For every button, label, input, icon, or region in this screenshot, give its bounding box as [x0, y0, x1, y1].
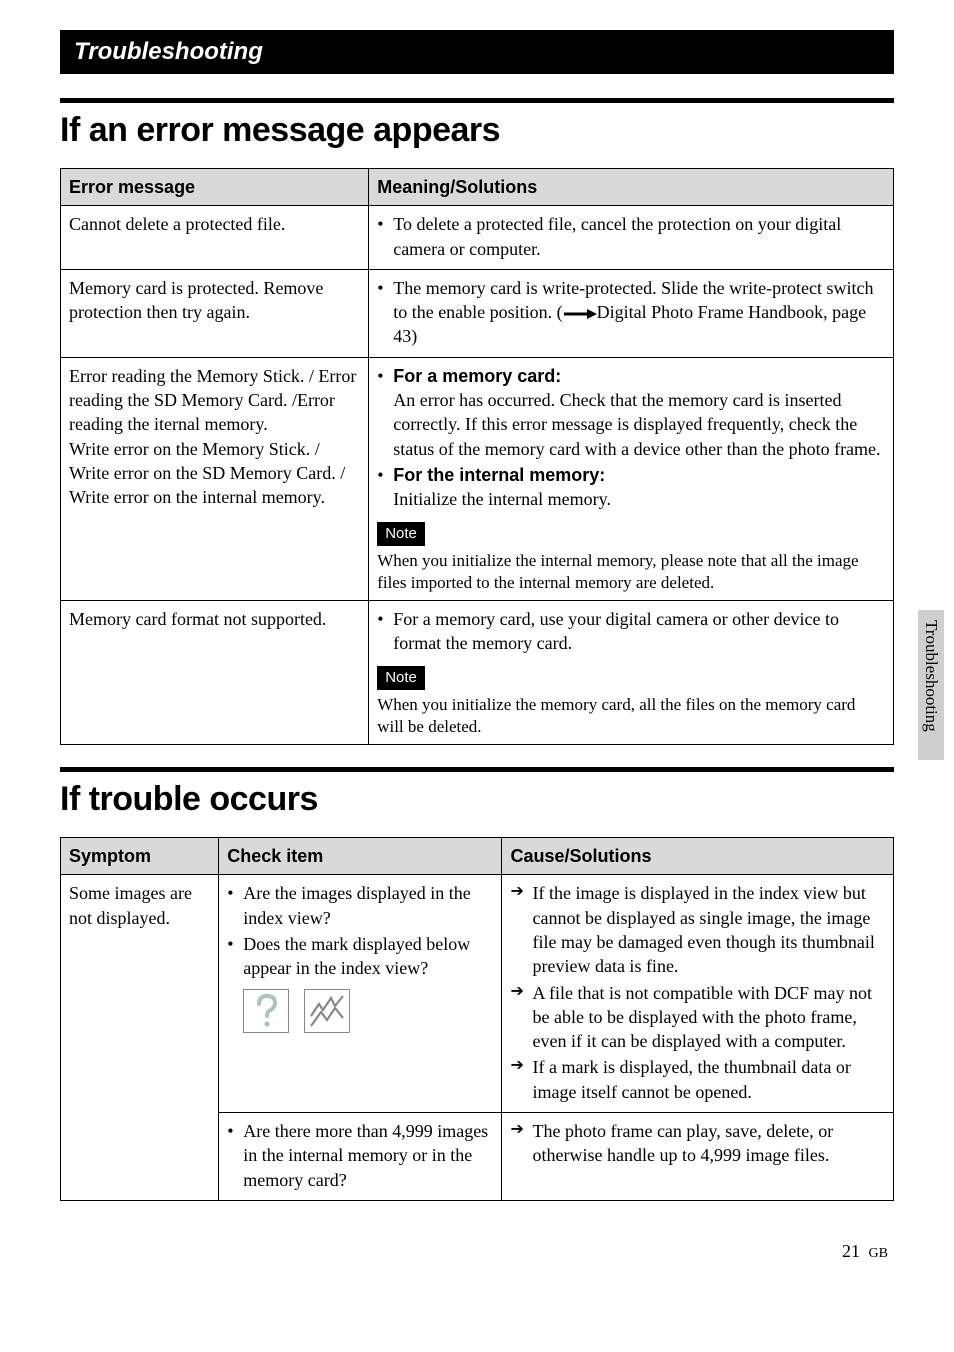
- solution-text: Initialize the internal memory.: [393, 489, 611, 509]
- error-message-cell: Error reading the Memory Stick. / Error …: [61, 357, 369, 600]
- table-row: Memory card is protected. Remove protect…: [61, 269, 894, 357]
- table-row: Memory card format not supported. For a …: [61, 601, 894, 745]
- chapter-header: Troubleshooting: [60, 30, 894, 74]
- solution-item: For the internal memory: Initialize the …: [377, 463, 885, 512]
- question-mark-icon: [243, 989, 289, 1033]
- table-row: Error reading the Memory Stick. / Error …: [61, 357, 894, 600]
- check-cell: Are there more than 4,999 images in the …: [219, 1113, 502, 1201]
- check-item: Are there more than 4,999 images in the …: [227, 1119, 493, 1192]
- section-divider: [60, 767, 894, 772]
- section-title-trouble: If trouble occurs: [60, 780, 894, 819]
- note-label: Note: [377, 666, 425, 690]
- solution-cell: For a memory card, use your digital came…: [369, 601, 894, 745]
- check-cell: Are the images displayed in the index vi…: [219, 875, 502, 1113]
- cause-item: A file that is not compatible with DCF m…: [510, 981, 885, 1054]
- col-header-error-message: Error message: [61, 169, 369, 206]
- cause-item: If a mark is displayed, the thumbnail da…: [510, 1055, 885, 1104]
- section-divider: [60, 98, 894, 103]
- cause-item: If the image is displayed in the index v…: [510, 881, 885, 978]
- note-text: When you initialize the memory card, all…: [377, 694, 885, 738]
- col-header-cause: Cause/Solutions: [502, 838, 894, 875]
- col-header-meaning: Meaning/Solutions: [369, 169, 894, 206]
- section-title-error: If an error message appears: [60, 111, 894, 150]
- solution-label: For the internal memory:: [393, 465, 605, 485]
- solution-item: The memory card is write-protected. Slid…: [377, 276, 885, 349]
- error-message-cell: Memory card format not supported.: [61, 601, 369, 745]
- xref-arrow-icon: [563, 302, 597, 322]
- mark-icons: [227, 989, 493, 1033]
- solution-cell: The memory card is write-protected. Slid…: [369, 269, 894, 357]
- check-item: Are the images displayed in the index vi…: [227, 881, 493, 930]
- error-message-cell: Memory card is protected. Remove protect…: [61, 269, 369, 357]
- solution-cell: To delete a protected file, cancel the p…: [369, 206, 894, 270]
- solution-item: To delete a protected file, cancel the p…: [377, 212, 885, 261]
- page-footer: 21 GB: [60, 1241, 894, 1262]
- solution-label: For a memory card:: [393, 366, 561, 386]
- solution-item: For a memory card: An error has occurred…: [377, 364, 885, 461]
- solution-cell: For a memory card: An error has occurred…: [369, 357, 894, 600]
- solution-text: An error has occurred. Check that the me…: [393, 390, 880, 459]
- cause-item: The photo frame can play, save, delete, …: [510, 1119, 885, 1168]
- table-row: Cannot delete a protected file. To delet…: [61, 206, 894, 270]
- note-text: When you initialize the internal memory,…: [377, 550, 885, 594]
- error-message-cell: Cannot delete a protected file.: [61, 206, 369, 270]
- check-item: Does the mark displayed below appear in …: [227, 932, 493, 981]
- page-number: 21: [842, 1241, 860, 1261]
- broken-image-icon: [304, 989, 350, 1033]
- error-message-table: Error message Meaning/Solutions Cannot d…: [60, 168, 894, 745]
- col-header-symptom: Symptom: [61, 838, 219, 875]
- note-label: Note: [377, 522, 425, 546]
- cause-cell: If the image is displayed in the index v…: [502, 875, 894, 1113]
- solution-item: For a memory card, use your digital came…: [377, 607, 885, 656]
- side-tab-text: Troubleshooting: [921, 620, 941, 732]
- trouble-table: Symptom Check item Cause/Solutions Some …: [60, 837, 894, 1201]
- solution-text: The memory card is write-protected. Slid…: [393, 278, 873, 347]
- table-row: Some images are not displayed. Are the i…: [61, 875, 894, 1113]
- col-header-check: Check item: [219, 838, 502, 875]
- symptom-cell: Some images are not displayed.: [61, 875, 219, 1201]
- page-locale: GB: [869, 1246, 888, 1261]
- cause-cell: The photo frame can play, save, delete, …: [502, 1113, 894, 1201]
